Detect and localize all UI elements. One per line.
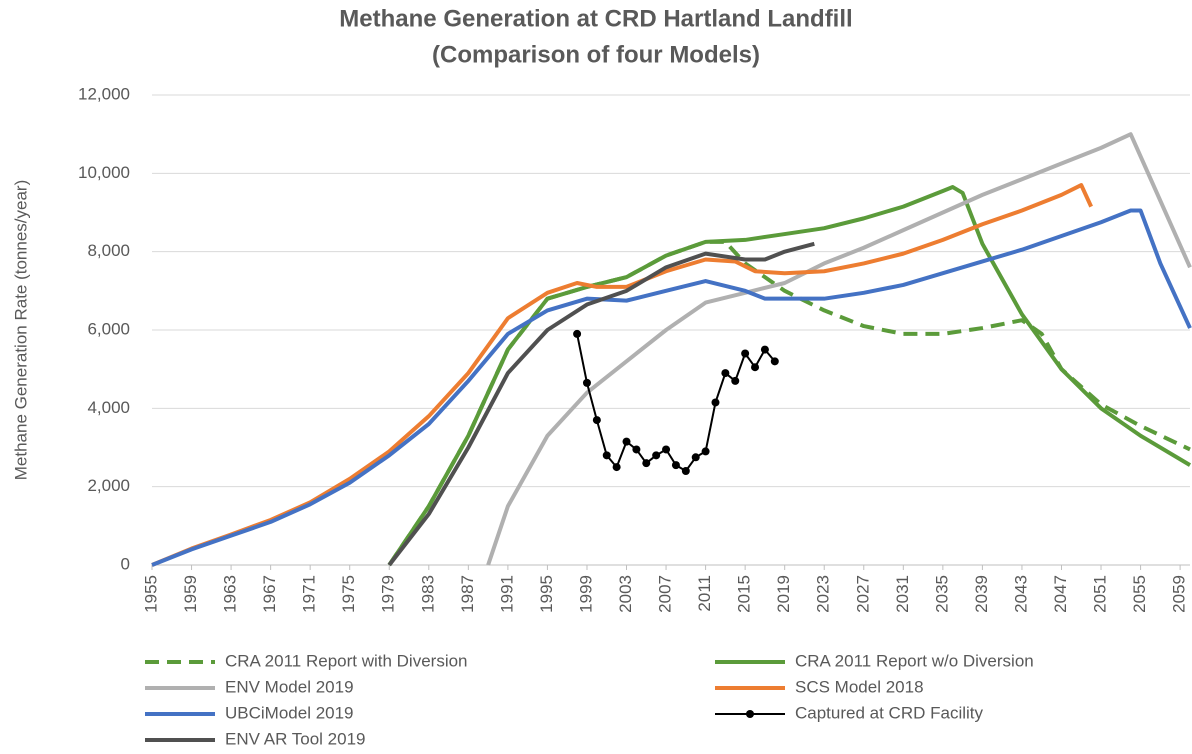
series-line: [387, 239, 1191, 567]
x-tick-label: 2003: [616, 575, 635, 613]
series-line: [387, 185, 1192, 567]
y-axis-label: Methane Generation Rate (tonnes/year): [11, 180, 30, 481]
x-tick-label: 2055: [1130, 575, 1149, 613]
chart-title: Methane Generation at CRD Hartland Landf…: [339, 5, 852, 32]
y-tick-label: 6,000: [87, 319, 130, 338]
legend-label: CRA 2011 Report w/o Diversion: [795, 651, 1034, 670]
x-tick-label: 2043: [1011, 575, 1030, 613]
data-point: [760, 345, 769, 354]
legend-label: SCS Model 2018: [795, 677, 924, 696]
data-point: [652, 451, 661, 460]
data-point: [731, 376, 740, 385]
x-tick-label: 1955: [141, 575, 160, 613]
legend-marker: [746, 710, 754, 718]
x-tick-label: 1959: [181, 575, 200, 613]
x-tick-label: 2007: [656, 575, 675, 613]
series-line: [387, 241, 815, 567]
x-tick-label: 2011: [695, 575, 714, 612]
data-point: [721, 369, 730, 378]
y-tick-label: 12,000: [78, 84, 130, 103]
data-point: [662, 445, 671, 454]
x-tick-label: 1979: [379, 575, 398, 613]
x-tick-label: 1967: [260, 575, 279, 613]
data-point: [582, 378, 591, 387]
x-tick-label: 2051: [1091, 575, 1110, 613]
series-line: [151, 183, 1093, 567]
legend-label: ENV AR Tool 2019: [225, 729, 366, 748]
data-point: [573, 329, 582, 338]
data-point: [751, 363, 760, 372]
data-point: [691, 453, 700, 462]
data-point: [612, 463, 621, 472]
x-tick-label: 1971: [300, 575, 319, 613]
data-point: [741, 349, 750, 358]
legend-label: ENV Model 2019: [225, 677, 354, 696]
x-tick-label: 2047: [1051, 575, 1070, 613]
x-tick-label: 1963: [221, 575, 240, 613]
y-tick-label: 0: [121, 554, 130, 573]
data-point: [770, 357, 779, 366]
data-point: [701, 447, 710, 456]
x-tick-label: 2031: [893, 575, 912, 613]
series-line: [151, 208, 1192, 567]
y-tick-label: 10,000: [78, 163, 130, 182]
x-tick-label: 2039: [972, 575, 991, 613]
series-line: [486, 132, 1192, 566]
data-point: [671, 461, 680, 470]
chart-subtitle: (Comparison of four Models): [432, 41, 760, 68]
x-tick-label: 1987: [458, 575, 477, 613]
legend-label: CRA 2011 Report with Diversion: [225, 651, 468, 670]
x-tick-label: 1995: [537, 575, 556, 613]
x-tick-label: 2023: [814, 575, 833, 613]
y-tick-label: 8,000: [87, 241, 130, 260]
data-point: [632, 445, 641, 454]
data-point: [592, 416, 601, 425]
data-point: [711, 398, 720, 407]
x-tick-label: 2027: [853, 575, 872, 613]
y-tick-label: 4,000: [87, 398, 130, 417]
y-tick-label: 2,000: [87, 476, 130, 495]
x-tick-label: 2015: [735, 575, 754, 613]
data-point: [681, 467, 690, 475]
x-tick-label: 2035: [932, 575, 951, 613]
data-point: [642, 459, 651, 468]
x-tick-label: 1975: [339, 575, 358, 613]
legend-label: Captured at CRD Facility: [795, 703, 984, 722]
x-tick-label: 2059: [1170, 575, 1189, 613]
x-tick-label: 1999: [576, 575, 595, 613]
x-tick-label: 2019: [774, 575, 793, 613]
data-point: [622, 437, 631, 446]
legend-label: UBCiModel 2019: [225, 703, 354, 722]
x-tick-label: 1983: [418, 575, 437, 613]
data-point: [602, 451, 611, 460]
x-tick-label: 1991: [497, 575, 516, 613]
